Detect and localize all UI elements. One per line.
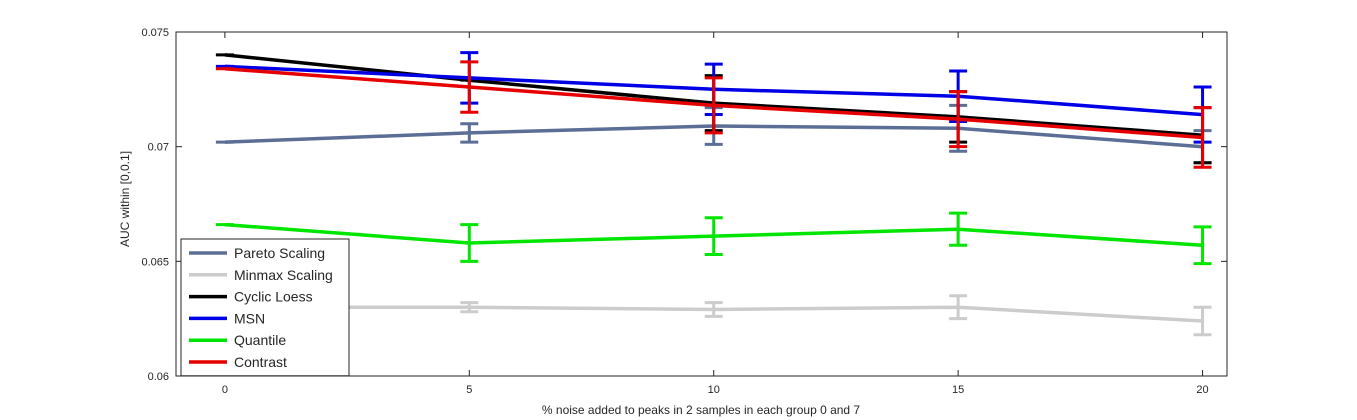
legend-label: Pareto Scaling	[234, 245, 325, 261]
legend-box	[180, 238, 350, 377]
legend-label: Cyclic Loess	[234, 289, 313, 305]
series-quantile	[215, 211, 1212, 266]
legend-label: Quantile	[234, 332, 286, 348]
x-tick-label: 10	[708, 384, 720, 396]
x-tick-label: 20	[1196, 384, 1208, 396]
y-tick-label: 0.065	[141, 256, 169, 268]
y-tick-label: 0.06	[148, 371, 169, 383]
legend: Pareto Scaling Minmax Scaling Cyclic Loess…	[180, 238, 350, 377]
series-contrast	[215, 60, 1212, 169]
x-tick-label: 5	[466, 384, 472, 396]
legend-label: Minmax Scaling	[234, 267, 333, 283]
x-axis-label: % noise added to peaks in 2 samples in e…	[542, 403, 861, 417]
series-minmax-scaling	[215, 294, 1212, 337]
y-axis-label: AUC within [0,0.1]	[118, 151, 132, 247]
legend-label: Contrast	[234, 354, 287, 370]
plot-frame	[175, 31, 1228, 377]
axes: 0 5 10 15 20 0.06 0.065 0.07 0.075	[141, 27, 1227, 396]
y-tick-label: 0.075	[141, 27, 169, 39]
y-tick-label: 0.07	[148, 142, 169, 154]
x-tick-label: 15	[952, 384, 964, 396]
series-group	[215, 51, 1212, 337]
x-tick-label: 0	[222, 384, 228, 396]
legend-label: MSN	[234, 310, 265, 326]
